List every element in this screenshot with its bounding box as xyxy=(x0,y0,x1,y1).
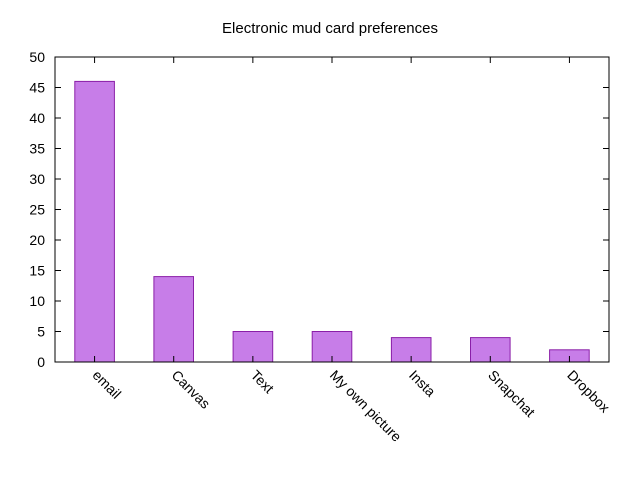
x-tick-label: Text xyxy=(248,367,278,397)
y-tick-label: 30 xyxy=(29,171,45,187)
y-ticks-group: 0 5 10 15 20 25 30 35 40 45 50 xyxy=(29,49,609,370)
y-tick-label: 5 xyxy=(37,324,45,340)
bar-email xyxy=(74,80,115,363)
y-tick-label: 40 xyxy=(29,110,45,126)
chart-title: Electronic mud card preferences xyxy=(222,20,438,37)
x-tick-label: My own picture xyxy=(327,367,405,445)
x-tick-label: email xyxy=(89,367,124,402)
y-tick-label: 45 xyxy=(29,80,45,96)
y-tick-label: 25 xyxy=(29,202,45,218)
x-tick-label: Snapchat xyxy=(485,367,538,420)
plot-frame xyxy=(54,56,610,363)
y-tick-label: 0 xyxy=(37,354,45,370)
y-tick-label: 10 xyxy=(29,293,45,309)
bar-canvas xyxy=(153,276,194,363)
axes-group xyxy=(54,56,610,363)
x-tick-label: Canvas xyxy=(169,367,214,412)
x-labels-group: email Canvas Text My own picture Insta Snapch… xyxy=(89,57,613,445)
bars-group xyxy=(74,80,590,363)
y-tick-label: 35 xyxy=(29,141,45,157)
x-tick-label: Dropbox xyxy=(564,367,613,416)
y-tick-label: 20 xyxy=(29,232,45,248)
y-tick-label: 50 xyxy=(29,49,45,65)
y-tick-label: 15 xyxy=(29,263,45,279)
x-tick-label: Insta xyxy=(406,367,439,400)
